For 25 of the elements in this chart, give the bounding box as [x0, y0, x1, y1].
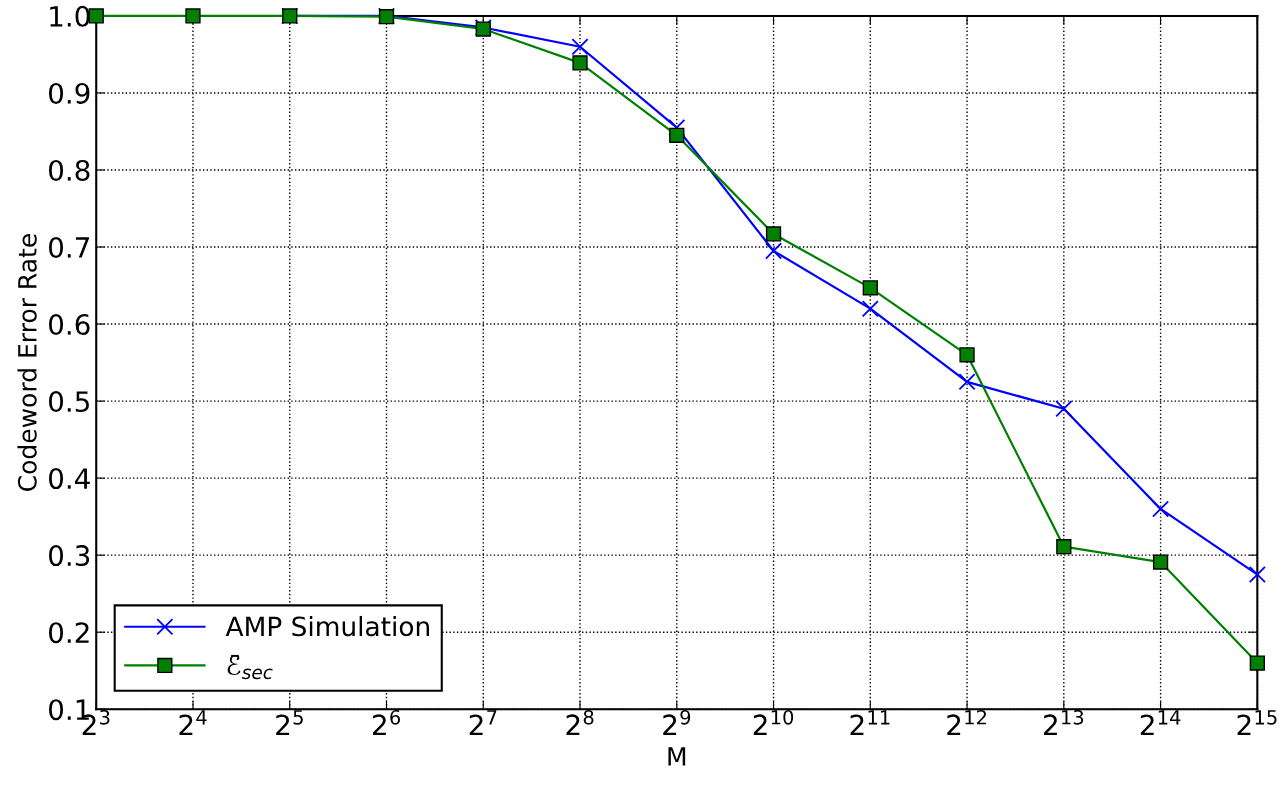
x-tick-label: 2$^{13}$ [1044, 709, 1084, 735]
y-tick-label: 0.4 [49, 468, 90, 490]
y-tick-label: 0.2 [49, 622, 89, 644]
y-axis-title: Codeword Error Rate [17, 234, 37, 491]
y-tick-label: 0.5 [49, 391, 89, 413]
y-tick-label: 0.3 [49, 545, 90, 567]
x-tick-label: 2$^{9}$ [663, 709, 691, 735]
y-tick-label: 1.0 [50, 5, 90, 27]
x-tick-label: 2$^{11}$ [850, 710, 890, 736]
legend-label: AMP Simulation [225, 615, 429, 637]
x-tick-label: 2$^{12}$ [947, 709, 986, 735]
x-tick-label: 2$^{7}$ [469, 710, 497, 736]
x-tick-label: 2$^{4}$ [179, 710, 207, 736]
x-tick-label: 2$^{6}$ [372, 709, 401, 735]
x-tick-label: 2$^{15}$ [1237, 710, 1277, 736]
x-tick-label: 2$^{14}$ [1140, 710, 1181, 736]
x-tick-label: 2$^{10}$ [753, 709, 794, 735]
legend-label: ℰ̄$_{sec}$ [227, 654, 273, 680]
y-tick-label: 0.8 [49, 159, 90, 181]
y-tick-label: 0.7 [49, 236, 89, 258]
y-tick-label: 0.9 [49, 82, 90, 104]
y-tick-label: 0.6 [49, 314, 90, 336]
x-tick-label: 2$^{5}$ [276, 710, 303, 736]
x-axis-title: M [668, 747, 686, 766]
x-tick-label: 2$^{8}$ [566, 709, 594, 735]
